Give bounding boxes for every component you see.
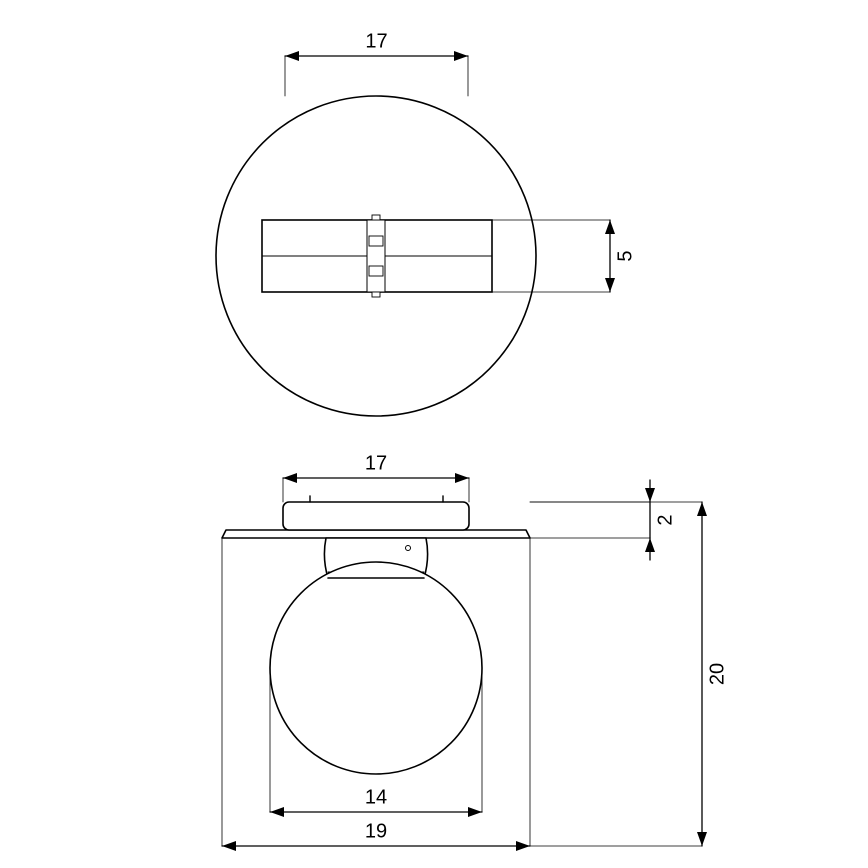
dimension-label: 2 <box>654 514 676 525</box>
dimension-label: 19 <box>365 820 387 842</box>
dimension-label: 14 <box>365 786 387 808</box>
side-view-base <box>283 502 469 530</box>
side-view-plate <box>222 530 530 538</box>
dimension-label: 17 <box>365 30 387 52</box>
dimension-label: 17 <box>365 452 387 474</box>
side-view-globe <box>270 562 482 774</box>
dimension-label: 5 <box>614 250 636 261</box>
technical-drawing: 17 5 17 14 19 2 20 <box>0 0 868 868</box>
dimension-label: 20 <box>706 663 728 685</box>
top-view-clip <box>367 220 385 292</box>
